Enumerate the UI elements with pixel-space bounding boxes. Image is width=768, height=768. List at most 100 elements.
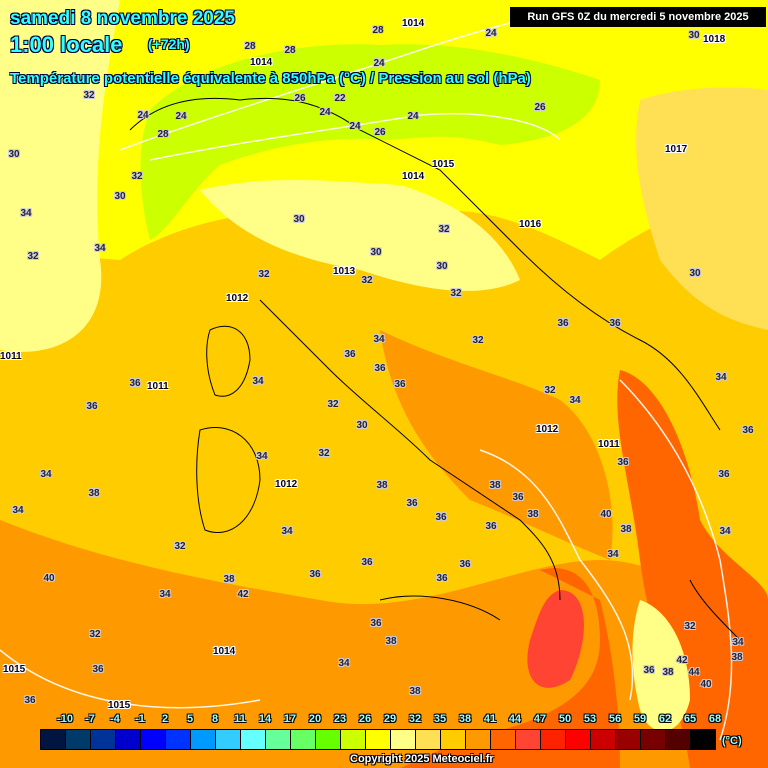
legend-swatch bbox=[241, 730, 266, 749]
pressure-label: 1015 bbox=[108, 699, 131, 711]
legend-tick: 68 bbox=[708, 713, 722, 725]
pressure-label: 1011 bbox=[147, 380, 169, 392]
legend-swatch bbox=[566, 730, 591, 749]
legend-tick: 14 bbox=[258, 713, 272, 725]
temperature-label: 30 bbox=[370, 246, 382, 258]
temperature-label: 36 bbox=[718, 468, 730, 480]
temperature-label: 36 bbox=[344, 348, 356, 360]
legend-tick: 17 bbox=[283, 713, 297, 725]
temperature-label: 38 bbox=[489, 479, 501, 491]
temperature-label: 24 bbox=[485, 27, 497, 39]
legend-swatch bbox=[541, 730, 566, 749]
legend-tick: 26 bbox=[358, 713, 372, 725]
pressure-label: 1012 bbox=[226, 292, 249, 304]
legend-swatch bbox=[41, 730, 66, 749]
temperature-label: 42 bbox=[676, 654, 688, 666]
temperature-label: 32 bbox=[472, 334, 484, 346]
temperature-label: 36 bbox=[86, 400, 98, 412]
temperature-label: 34 bbox=[281, 525, 293, 537]
temperature-label: 34 bbox=[12, 504, 24, 516]
temperature-label: 36 bbox=[24, 694, 36, 706]
temperature-label: 36 bbox=[617, 456, 629, 468]
temperature-label: 32 bbox=[361, 274, 373, 286]
temperature-label: 30 bbox=[114, 190, 126, 202]
temperature-label: 36 bbox=[370, 617, 382, 629]
temperature-label: 36 bbox=[309, 568, 321, 580]
legend-swatch bbox=[291, 730, 316, 749]
temperature-label: 36 bbox=[557, 317, 569, 329]
run-info: Run GFS 0Z du mercredi 5 novembre 2025 bbox=[510, 7, 766, 27]
legend-swatch bbox=[466, 730, 491, 749]
legend-swatch bbox=[691, 730, 715, 749]
legend-tick: -4 bbox=[110, 713, 120, 725]
pressure-label: 1012 bbox=[275, 478, 298, 490]
pressure-label: 1012 bbox=[536, 423, 559, 435]
temperature-label: 28 bbox=[284, 44, 296, 56]
temperature-label: 36 bbox=[129, 377, 141, 389]
temperature-label: 36 bbox=[459, 558, 471, 570]
temperature-label: 30 bbox=[8, 148, 20, 160]
temperature-label: 36 bbox=[643, 664, 655, 676]
pressure-label: 1014 bbox=[402, 170, 425, 182]
legend-tick: 35 bbox=[433, 713, 447, 725]
forecast-date: samedi 8 novembre 2025 bbox=[10, 8, 235, 29]
temperature-label: 30 bbox=[356, 419, 368, 431]
legend-swatch bbox=[666, 730, 691, 749]
legend-swatch bbox=[616, 730, 641, 749]
temperature-label: 34 bbox=[719, 525, 731, 537]
temperature-label: 32 bbox=[327, 398, 339, 410]
legend-swatch bbox=[441, 730, 466, 749]
temperature-label: 36 bbox=[361, 556, 373, 568]
temperature-label: 30 bbox=[293, 213, 305, 225]
temperature-label: 36 bbox=[406, 497, 418, 509]
temperature-label: 40 bbox=[700, 678, 712, 690]
temperature-label: 28 bbox=[157, 128, 169, 140]
forecast-lead: (+72h) bbox=[148, 36, 190, 52]
temperature-label: 44 bbox=[688, 666, 700, 678]
temperature-label: 32 bbox=[450, 287, 462, 299]
temperature-label: 34 bbox=[94, 242, 106, 254]
temperature-label: 30 bbox=[689, 267, 701, 279]
temperature-label: 30 bbox=[436, 260, 448, 272]
legend-tick: 11 bbox=[234, 713, 246, 725]
temperature-label: 30 bbox=[688, 29, 700, 41]
pressure-label: 1014 bbox=[402, 17, 425, 29]
temperature-label: 40 bbox=[43, 572, 55, 584]
parameter-title: Température potentielle équivalente à 85… bbox=[10, 70, 531, 87]
field-paleyellow-italy bbox=[200, 180, 520, 291]
temperature-label: 38 bbox=[527, 508, 539, 520]
temperature-label: 36 bbox=[374, 362, 386, 374]
legend-tick: 65 bbox=[683, 713, 697, 725]
legend-tick: 23 bbox=[333, 713, 347, 725]
legend-swatch bbox=[366, 730, 391, 749]
field-paleyellow-channel bbox=[632, 600, 690, 732]
legend-tick: 50 bbox=[558, 713, 572, 725]
temperature-label: 38 bbox=[88, 487, 100, 499]
legend-swatch bbox=[66, 730, 91, 749]
legend-tick: 53 bbox=[583, 713, 597, 725]
temperature-label: 34 bbox=[256, 450, 268, 462]
field-orange-south bbox=[380, 330, 613, 560]
temperature-label: 26 bbox=[294, 92, 306, 104]
temperature-label: 38 bbox=[385, 635, 397, 647]
temperature-label: 34 bbox=[732, 636, 744, 648]
coastlines bbox=[129, 97, 741, 641]
color-legend bbox=[40, 729, 716, 750]
legend-swatch bbox=[316, 730, 341, 749]
temperature-label: 34 bbox=[20, 207, 32, 219]
legend-swatch bbox=[491, 730, 516, 749]
temperature-label: 36 bbox=[436, 572, 448, 584]
temperature-label: 28 bbox=[244, 40, 256, 52]
legend-swatch bbox=[216, 730, 241, 749]
legend-swatch bbox=[91, 730, 116, 749]
temperature-label: 32 bbox=[89, 628, 101, 640]
legend-swatch bbox=[141, 730, 166, 749]
temperature-label: 34 bbox=[607, 548, 619, 560]
temperature-label: 32 bbox=[544, 384, 556, 396]
temperature-label: 32 bbox=[258, 268, 270, 280]
legend-swatch bbox=[116, 730, 141, 749]
temperature-label: 26 bbox=[374, 126, 386, 138]
pressure-label: 1011 bbox=[0, 350, 22, 362]
legend-swatch bbox=[341, 730, 366, 749]
